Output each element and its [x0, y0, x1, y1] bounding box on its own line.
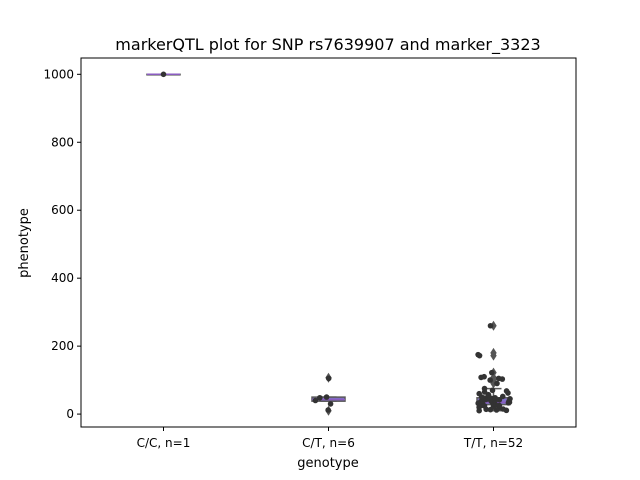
x-axis-label: genotype — [297, 456, 358, 471]
data-point — [500, 406, 506, 412]
data-point — [489, 369, 495, 376]
data-point — [160, 71, 167, 78]
y-tick-label: 200 — [51, 339, 74, 353]
data-point — [327, 401, 334, 407]
data-point — [494, 380, 500, 387]
data-point — [489, 387, 496, 394]
data-point — [487, 377, 493, 383]
data-point — [487, 322, 494, 329]
plot-area — [80, 57, 577, 428]
chart-title: markerQTL plot for SNP rs7639907 and mar… — [115, 35, 540, 55]
data-point — [495, 375, 502, 382]
x-tick-label: C/T, n=6 — [302, 436, 355, 450]
data-point — [325, 407, 331, 413]
data-point — [316, 394, 323, 401]
data-point — [476, 390, 483, 397]
y-tick-label: 400 — [51, 271, 74, 285]
data-point — [507, 395, 513, 402]
y-tick-label: 600 — [51, 203, 74, 217]
data-point — [475, 351, 481, 358]
y-axis: 0 200 400 600 800 1000 — [43, 67, 81, 421]
data-point — [325, 375, 332, 382]
y-tick-label: 1000 — [43, 67, 74, 81]
data-point — [481, 373, 487, 380]
y-axis-label: phenotype — [17, 208, 32, 278]
outlier-marker — [490, 347, 497, 358]
data-point — [481, 385, 488, 392]
data-point — [499, 393, 506, 400]
x-axis: C/C, n=1 C/T, n=6 T/T, n=52 — [137, 427, 523, 450]
data-point — [492, 394, 498, 401]
data-point — [496, 397, 503, 403]
data-point — [323, 394, 330, 400]
x-tick-label: T/T, n=52 — [463, 436, 523, 450]
outlier-marker — [490, 320, 497, 331]
data-point — [312, 397, 319, 404]
x-tick-label: C/C, n=1 — [137, 436, 191, 450]
data-point — [503, 388, 510, 394]
y-tick-label: 800 — [51, 135, 74, 149]
y-tick-label: 0 — [66, 407, 74, 421]
plot-marks — [146, 71, 513, 416]
